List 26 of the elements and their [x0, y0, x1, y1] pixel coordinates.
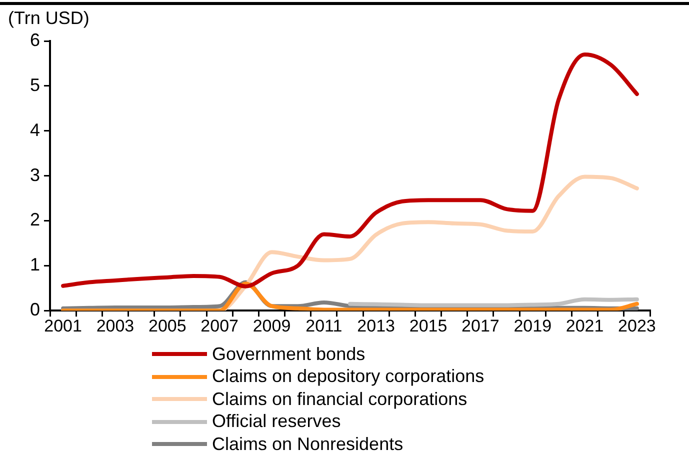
y-axis-title: (Trn USD) [8, 8, 90, 29]
y-tick-label: 0 [30, 300, 40, 320]
y-tick-label: 1 [30, 254, 40, 275]
x-tick-label: 2007 [200, 316, 238, 336]
x-tick-label: 2017 [462, 316, 500, 336]
legend-label: Claims on financial corporations [212, 388, 468, 410]
x-tick-label: 2015 [409, 316, 448, 336]
x-tick-label: 2013 [357, 316, 396, 336]
y-tick-label: 3 [30, 164, 40, 185]
y-tick-label: 2 [30, 210, 40, 230]
x-tick-label: 2001 [44, 316, 82, 336]
line-series [61, 52, 639, 288]
legend-label: Claims on depository corporations [212, 366, 484, 388]
legend-label: Official reserves [212, 411, 341, 432]
x-tick-label: 2023 [618, 316, 656, 336]
legend-label: Government bonds [212, 344, 366, 365]
x-tick-label: 2005 [148, 316, 186, 336]
y-tick-label: 5 [30, 74, 40, 95]
y-tick-label: 6 [30, 30, 40, 50]
x-tick-label: 2003 [96, 316, 134, 336]
x-tick-label: 2019 [514, 316, 552, 336]
y-tick-label: 4 [30, 120, 40, 140]
x-tick-label: 2011 [306, 316, 342, 336]
x-tick-label: 2009 [252, 316, 291, 336]
legend-label: Claims on Nonresidents [212, 434, 404, 455]
x-tick-label: 2021 [566, 316, 604, 336]
